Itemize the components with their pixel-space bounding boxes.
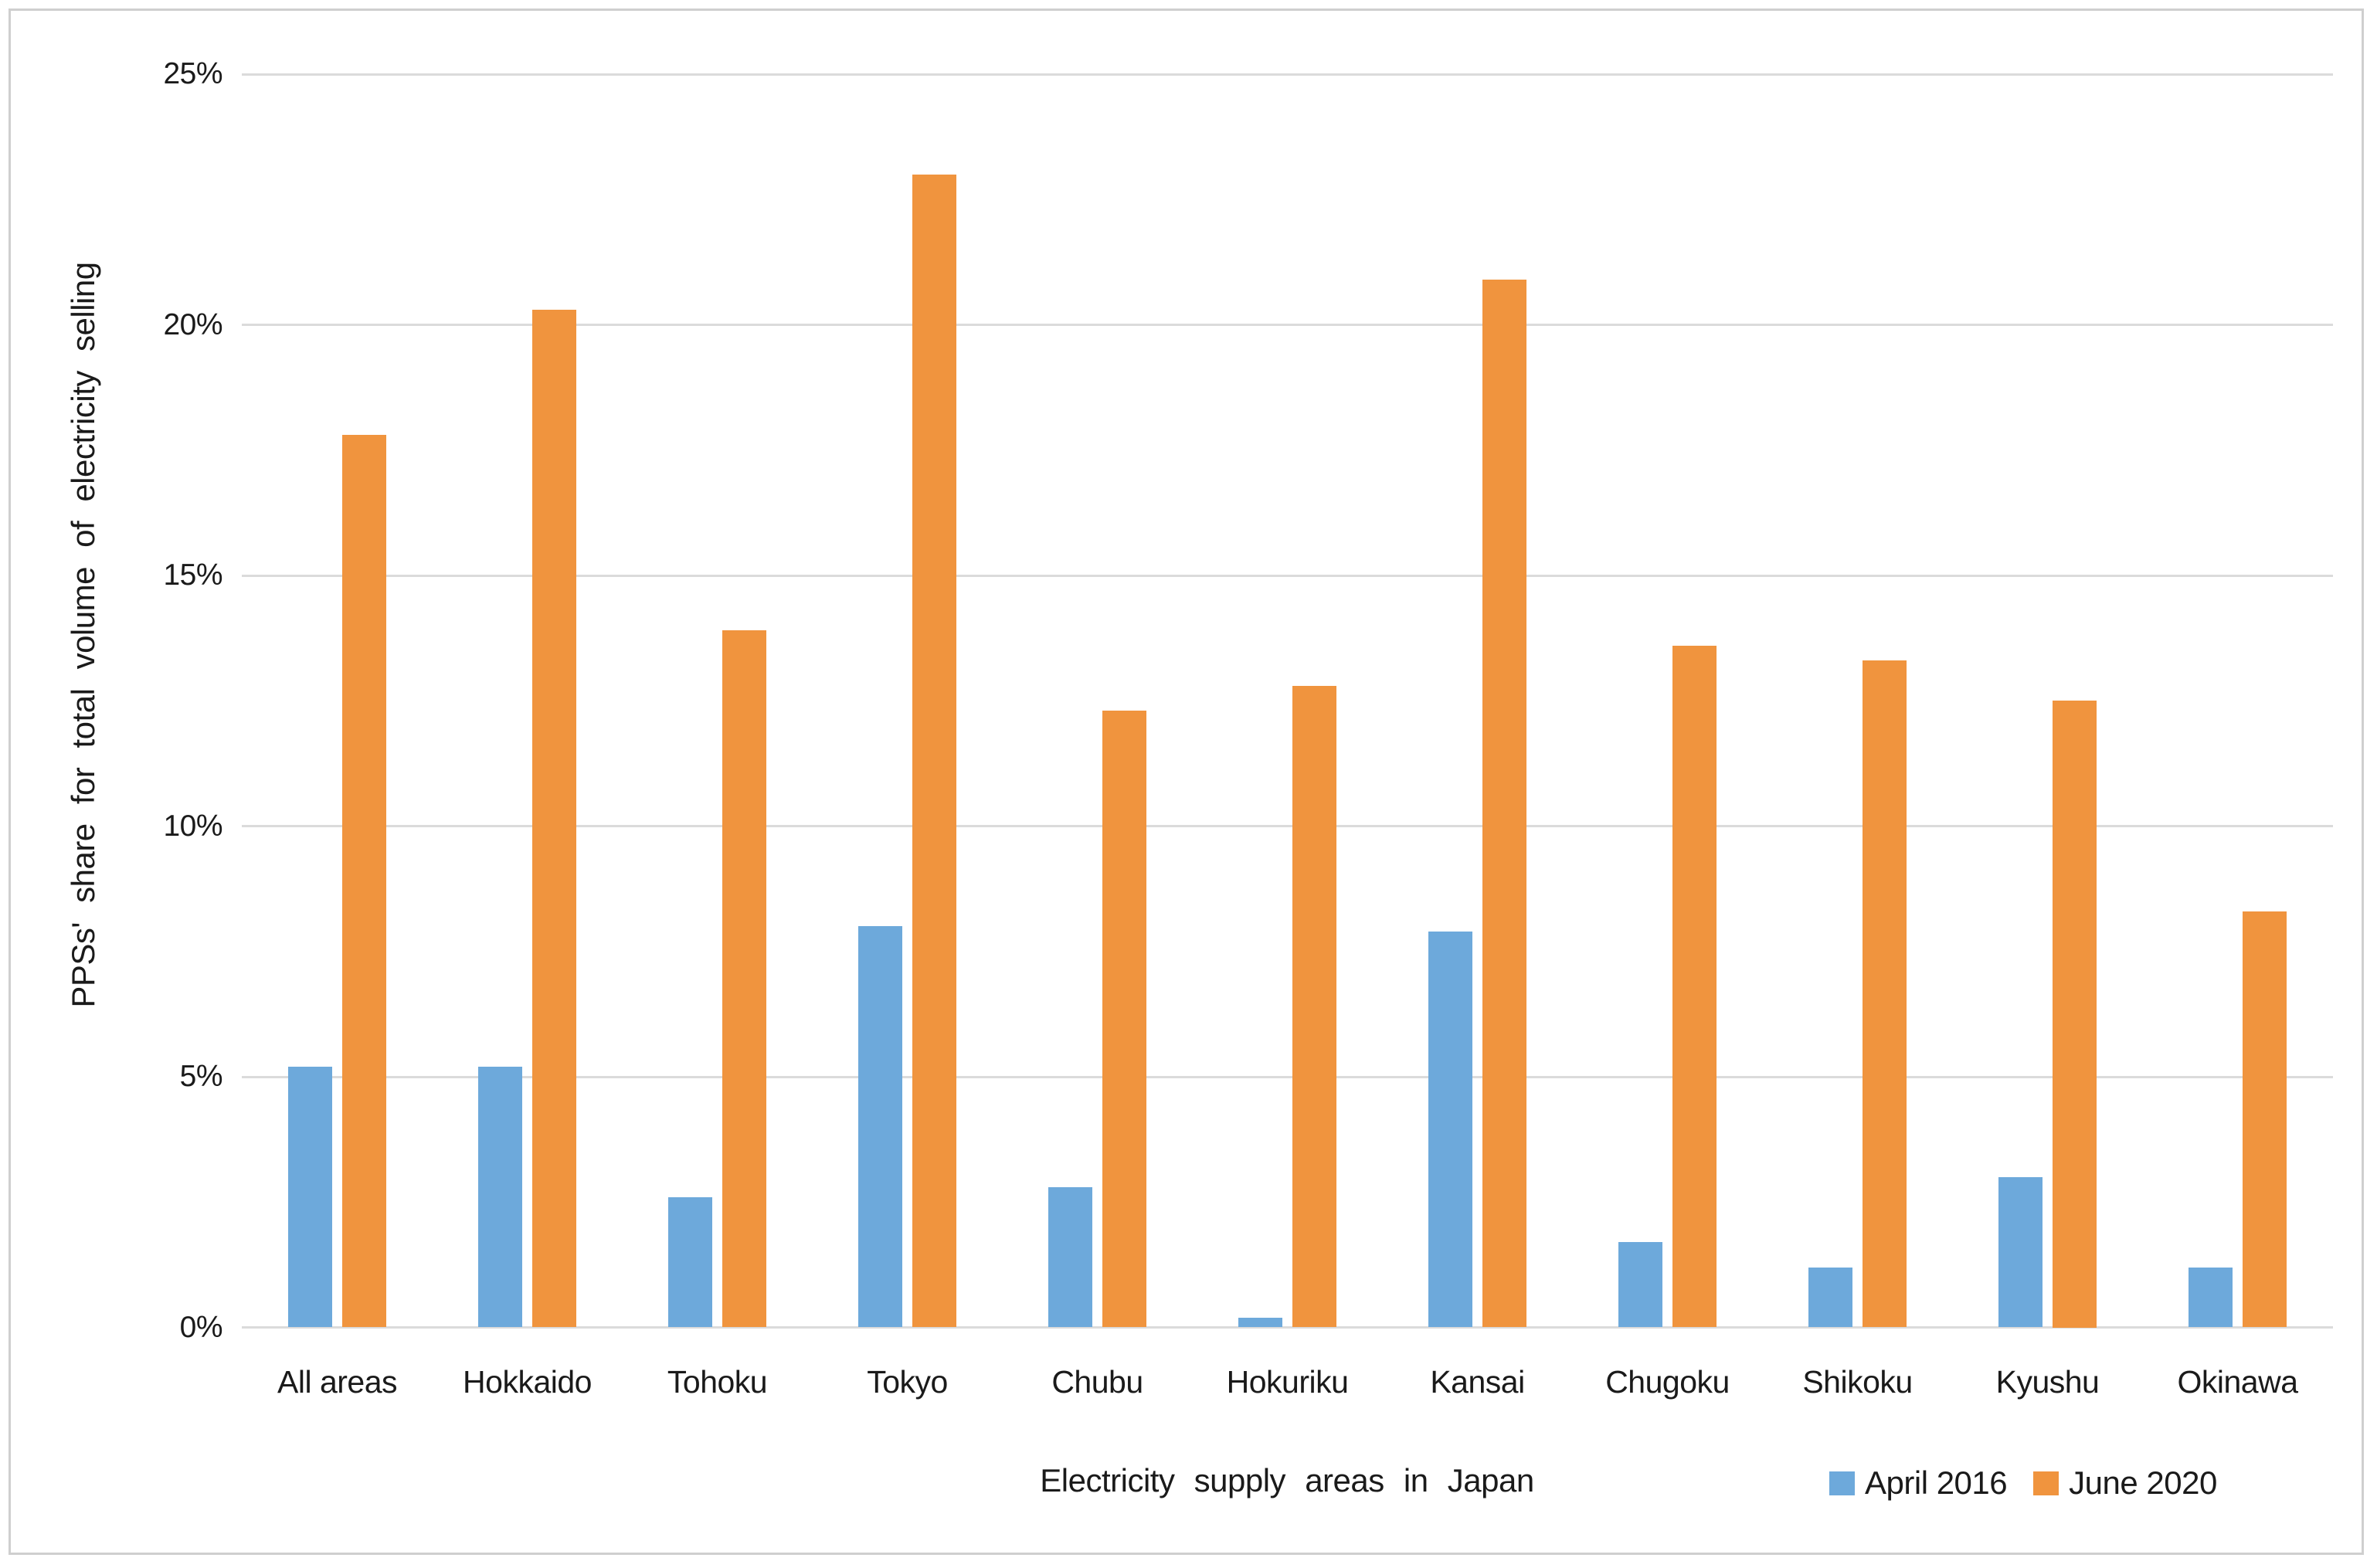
bar-june-2020-all-areas [342,435,386,1328]
gridline-25 [242,73,2333,76]
legend-label-june-2020: June 2020 [2069,1464,2217,1501]
x-tick-label-shikoku: Shikoku [1802,1364,1913,1400]
gridline-20 [242,324,2333,326]
bar-april-2016-kyushu [1998,1176,2043,1328]
bar-june-2020-kyushu [2053,701,2097,1328]
bar-april-2016-kansai [1428,931,1472,1328]
y-tick-label-20: 20% [163,307,222,341]
gridline-10 [242,825,2333,827]
bar-june-2020-tohoku [722,630,766,1328]
y-tick-label-15: 15% [163,558,222,592]
y-tick-label-10: 10% [163,809,222,843]
bar-april-2016-tokyo [858,926,902,1328]
y-tick-label-25: 25% [163,57,222,90]
x-tick-label-kyushu: Kyushu [1995,1364,2100,1400]
x-tick-label-kansai: Kansai [1430,1364,1525,1400]
gridline-0 [242,1326,2333,1329]
bar-april-2016-tohoku [668,1196,712,1328]
bar-june-2020-okinawa [2243,911,2287,1328]
bar-june-2020-chubu [1102,711,1146,1328]
x-tick-label-all-areas: All areas [277,1364,398,1400]
gridline-5 [242,1075,2333,1078]
bar-april-2016-chugoku [1618,1242,1662,1328]
bar-june-2020-chugoku [1672,645,1717,1328]
x-tick-label-chubu: Chubu [1051,1364,1143,1400]
chart-legend: April 2016 June 2020 [1829,1464,2217,1502]
y-tick-label-0: 0% [179,1310,223,1344]
legend-swatch-june-2020-icon [2033,1471,2060,1495]
x-tick-label-chugoku: Chugoku [1605,1364,1730,1400]
bar-april-2016-hokuriku [1238,1317,1282,1328]
x-tick-label-hokkaido: Hokkaido [463,1364,592,1400]
y-tick-label-5: 5% [179,1060,223,1093]
bar-june-2020-hokuriku [1292,685,1336,1328]
bar-june-2020-hokkaido [532,310,576,1328]
legend-item-april-2016: April 2016 [1829,1464,2008,1502]
bar-june-2020-shikoku [1863,660,1907,1328]
x-tick-label-okinawa: Okinawa [2177,1364,2298,1400]
legend-item-june-2020: June 2020 [2033,1464,2217,1502]
x-tick-label-tohoku: Tohoku [667,1364,768,1400]
gridline-15 [242,574,2333,577]
chart-figure-border [8,8,2364,1555]
legend-label-april-2016: April 2016 [1865,1464,2008,1501]
bar-june-2020-tokyo [912,174,956,1328]
x-tick-label-tokyo: Tokyo [867,1364,948,1400]
bar-june-2020-kansai [1482,280,1526,1328]
x-tick-label-hokuriku: Hokuriku [1226,1364,1349,1400]
bar-april-2016-shikoku [1808,1267,1852,1328]
bar-april-2016-chubu [1048,1186,1092,1328]
bar-april-2016-all-areas [288,1067,332,1328]
x-axis-title: Electricity supply areas in Japan [1040,1462,1534,1498]
bar-april-2016-hokkaido [478,1067,522,1328]
bar-april-2016-okinawa [2189,1267,2233,1328]
legend-swatch-april-2016-icon [1829,1471,1855,1495]
